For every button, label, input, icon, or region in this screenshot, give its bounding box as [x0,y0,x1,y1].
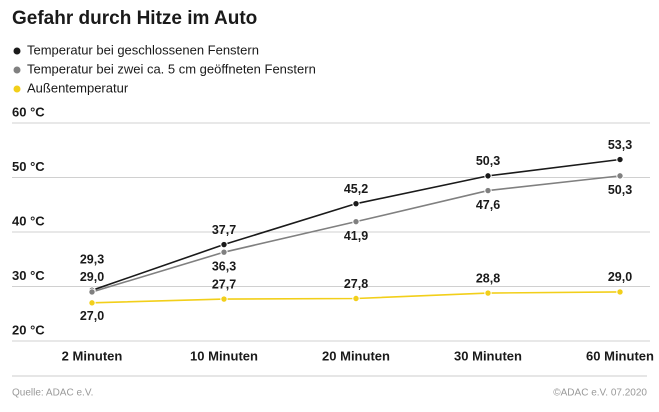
value-label: 29,3 [80,253,104,267]
data-point [88,299,96,307]
data-point [88,288,96,296]
value-label: 45,2 [344,182,368,196]
legend-label: Temperatur bei geschlossenen Fenstern [27,42,259,57]
value-label: 36,3 [212,259,236,273]
legend-marker [13,85,21,93]
x-tick-label: 60 Minuten [586,348,654,363]
value-label: 27,7 [212,277,236,291]
y-tick-label: 50 °C [12,159,45,174]
data-point [352,294,360,303]
value-label: 28,8 [476,271,500,285]
value-label: 29,0 [608,270,632,284]
data-point [616,172,624,180]
data-point [616,155,624,164]
legend-label: Temperatur bei zwei ca. 5 cm geöffneten … [27,61,316,76]
x-tick-label: 20 Minuten [322,348,390,363]
y-tick-label: 60 °C [12,104,45,119]
source: Quelle: ADAC e.V. [12,388,93,399]
legend-marker [13,66,21,74]
value-label: 53,3 [608,138,632,152]
credit: ©ADAC e.V. 07.2020 [553,388,647,399]
y-tick-label: 20 °C [12,322,45,337]
data-point [220,240,228,249]
x-tick-label: 30 Minuten [454,348,522,363]
x-tick-label: 2 Minuten [62,348,123,363]
data-point [484,186,492,195]
data-point [352,217,360,226]
chart-title: Gefahr durch Hitze im Auto [12,8,257,29]
x-tick-label: 10 Minuten [190,348,258,363]
value-label: 37,7 [212,223,236,237]
data-point [220,248,228,256]
legend-label: Außentemperatur [27,80,129,95]
value-label: 47,6 [476,198,500,212]
data-point [484,172,492,180]
data-point [484,289,492,297]
data-point [352,199,360,208]
value-label: 29,0 [80,270,104,284]
y-tick-label: 30 °C [12,268,45,283]
data-point [220,295,228,303]
value-label: 27,8 [344,277,368,291]
data-point [616,288,624,296]
value-label: 50,3 [608,183,632,197]
value-label: 41,9 [344,229,368,243]
value-label: 50,3 [476,154,500,168]
y-tick-label: 40 °C [12,213,45,228]
legend-marker [13,47,21,55]
value-label: 27,0 [80,309,104,323]
